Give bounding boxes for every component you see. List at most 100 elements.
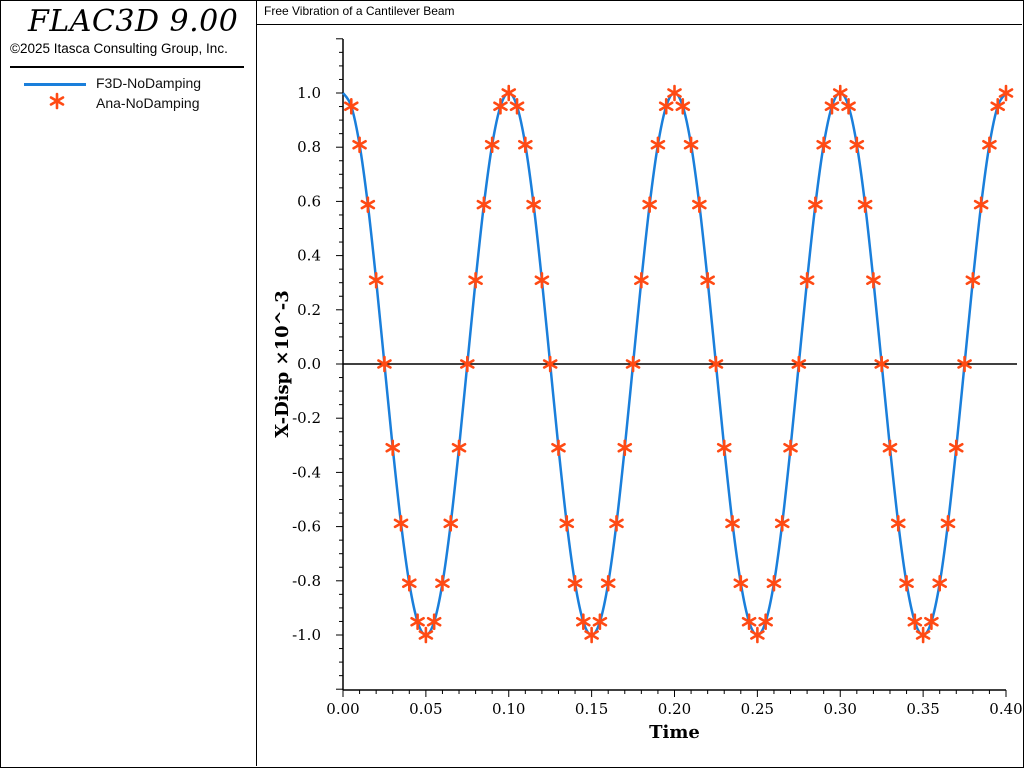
axis-labels: 1.0 0.8 0.6 0.4 0.2 0.0 -0.2 -0.4 -0.6 -0.8 -1.0 0.… (272, 84, 1022, 743)
data-point-asterisk (932, 574, 948, 592)
data-point-asterisk (899, 574, 914, 592)
data-point-asterisk (758, 613, 773, 631)
data-point-asterisk (410, 613, 425, 631)
plot-title: Free Vibration of a Cantilever Beam (264, 4, 455, 18)
data-point-asterisk (443, 515, 459, 532)
data-point-asterisk (791, 355, 807, 373)
axes (336, 38, 1007, 697)
y-tick-label: -0.6 (292, 518, 321, 536)
x-tick-label: 0.35 (906, 700, 939, 718)
data-point-asterisk (783, 439, 798, 457)
data-point-asterisk (774, 515, 790, 532)
series-layer (341, 84, 1014, 644)
asterisk-marker-icon (49, 92, 65, 110)
data-point-asterisk (609, 515, 624, 532)
data-point-asterisk (343, 97, 359, 115)
y-tick-label: -0.4 (292, 463, 321, 481)
data-point-asterisk (915, 626, 931, 644)
data-point-asterisk (567, 574, 583, 592)
data-point-asterisk (766, 574, 782, 592)
data-point-asterisk (965, 271, 981, 289)
y-tick-label: -1.0 (292, 626, 321, 644)
data-point-asterisk (385, 439, 401, 457)
data-point-asterisk (484, 136, 500, 154)
data-point-asterisk (435, 574, 450, 592)
x-tick-label: 0.10 (492, 700, 525, 718)
x-tick-label: 0.30 (824, 700, 857, 718)
data-point-asterisk (576, 613, 591, 631)
data-point-asterisk (816, 136, 831, 154)
data-point-asterisk (832, 84, 848, 102)
legend-label: Ana-NoDamping (96, 95, 200, 111)
y-tick-label: 0.0 (297, 355, 321, 373)
data-point-asterisk (857, 196, 873, 213)
data-point-asterisk (824, 97, 840, 115)
line-swatch-icon (24, 83, 86, 86)
data-point-asterisk (808, 196, 823, 213)
data-point-asterisk (890, 515, 906, 532)
data-point-asterisk (874, 355, 889, 373)
data-point-asterisk (460, 355, 475, 373)
data-point-asterisk (957, 355, 972, 373)
data-point-asterisk (882, 439, 898, 457)
data-point-asterisk (352, 136, 367, 154)
y-tick-label: 0.2 (297, 301, 321, 319)
data-point-asterisk (907, 613, 923, 631)
data-point-asterisk (360, 196, 376, 213)
data-point-asterisk (617, 439, 633, 457)
data-point-asterisk (368, 271, 384, 289)
data-point-asterisk (592, 613, 608, 631)
legend-panel: FLAC3D 9.00 ©2025 Itasca Consulting Grou… (0, 0, 257, 766)
data-point-asterisk (542, 355, 558, 373)
data-point-asterisk (451, 439, 467, 457)
y-tick-label: -0.2 (292, 409, 321, 427)
data-point-asterisk (658, 97, 674, 115)
data-point-asterisk (509, 97, 525, 115)
x-tick-label: 0.15 (575, 700, 608, 718)
data-point-asterisk (625, 355, 641, 373)
data-point-asterisk (493, 97, 508, 115)
y-tick-label: 0.8 (297, 138, 321, 156)
data-point-asterisk (683, 136, 699, 154)
y-tick-label: -0.8 (292, 572, 321, 590)
x-tick-label: 0.25 (741, 700, 774, 718)
data-point-asterisk (518, 136, 533, 154)
data-point-asterisk (998, 84, 1014, 102)
legend-label: F3D-NoDamping (96, 75, 202, 91)
data-point-asterisk (377, 355, 392, 373)
data-point-asterisk (750, 626, 765, 644)
data-point-asterisk (700, 271, 715, 289)
divider (10, 66, 244, 68)
data-point-asterisk (841, 97, 856, 115)
data-point-asterisk (948, 439, 964, 457)
data-point-asterisk (642, 196, 657, 213)
data-point-asterisk (468, 271, 483, 289)
data-point-asterisk (799, 271, 815, 289)
data-point-asterisk (393, 515, 409, 532)
plot-title-bar: Free Vibration of a Cantilever Beam (257, 0, 1022, 25)
y-axis-title: X-Disp ×10^-3 (272, 290, 293, 437)
data-point-asterisk (982, 136, 997, 154)
data-point-asterisk (725, 515, 740, 532)
data-point-asterisk (551, 439, 566, 457)
data-point-asterisk (600, 574, 616, 592)
data-point-asterisk (634, 271, 649, 289)
data-point-asterisk (692, 196, 707, 213)
data-point-asterisk (990, 97, 1006, 115)
data-point-asterisk (716, 439, 732, 457)
y-tick-label: 0.6 (297, 192, 321, 210)
chart: 1.0 0.8 0.6 0.4 0.2 0.0 -0.2 -0.4 -0.6 -0.8 -1.0 0.… (272, 38, 1022, 743)
x-tick-label: 0.00 (326, 700, 359, 718)
data-point-asterisk (402, 574, 417, 592)
copyright-text: ©2025 Itasca Consulting Group, Inc. (10, 41, 228, 56)
data-point-asterisk (849, 136, 865, 154)
data-point-asterisk (476, 196, 492, 213)
data-point-asterisk (526, 196, 541, 213)
y-tick-label: 1.0 (297, 84, 321, 102)
y-tick-label: 0.4 (297, 247, 321, 265)
data-point-asterisk (675, 97, 691, 115)
data-point-asterisk (708, 355, 724, 373)
data-point-asterisk (940, 515, 956, 532)
data-point-asterisk (973, 196, 989, 213)
data-point-asterisk (501, 84, 517, 102)
